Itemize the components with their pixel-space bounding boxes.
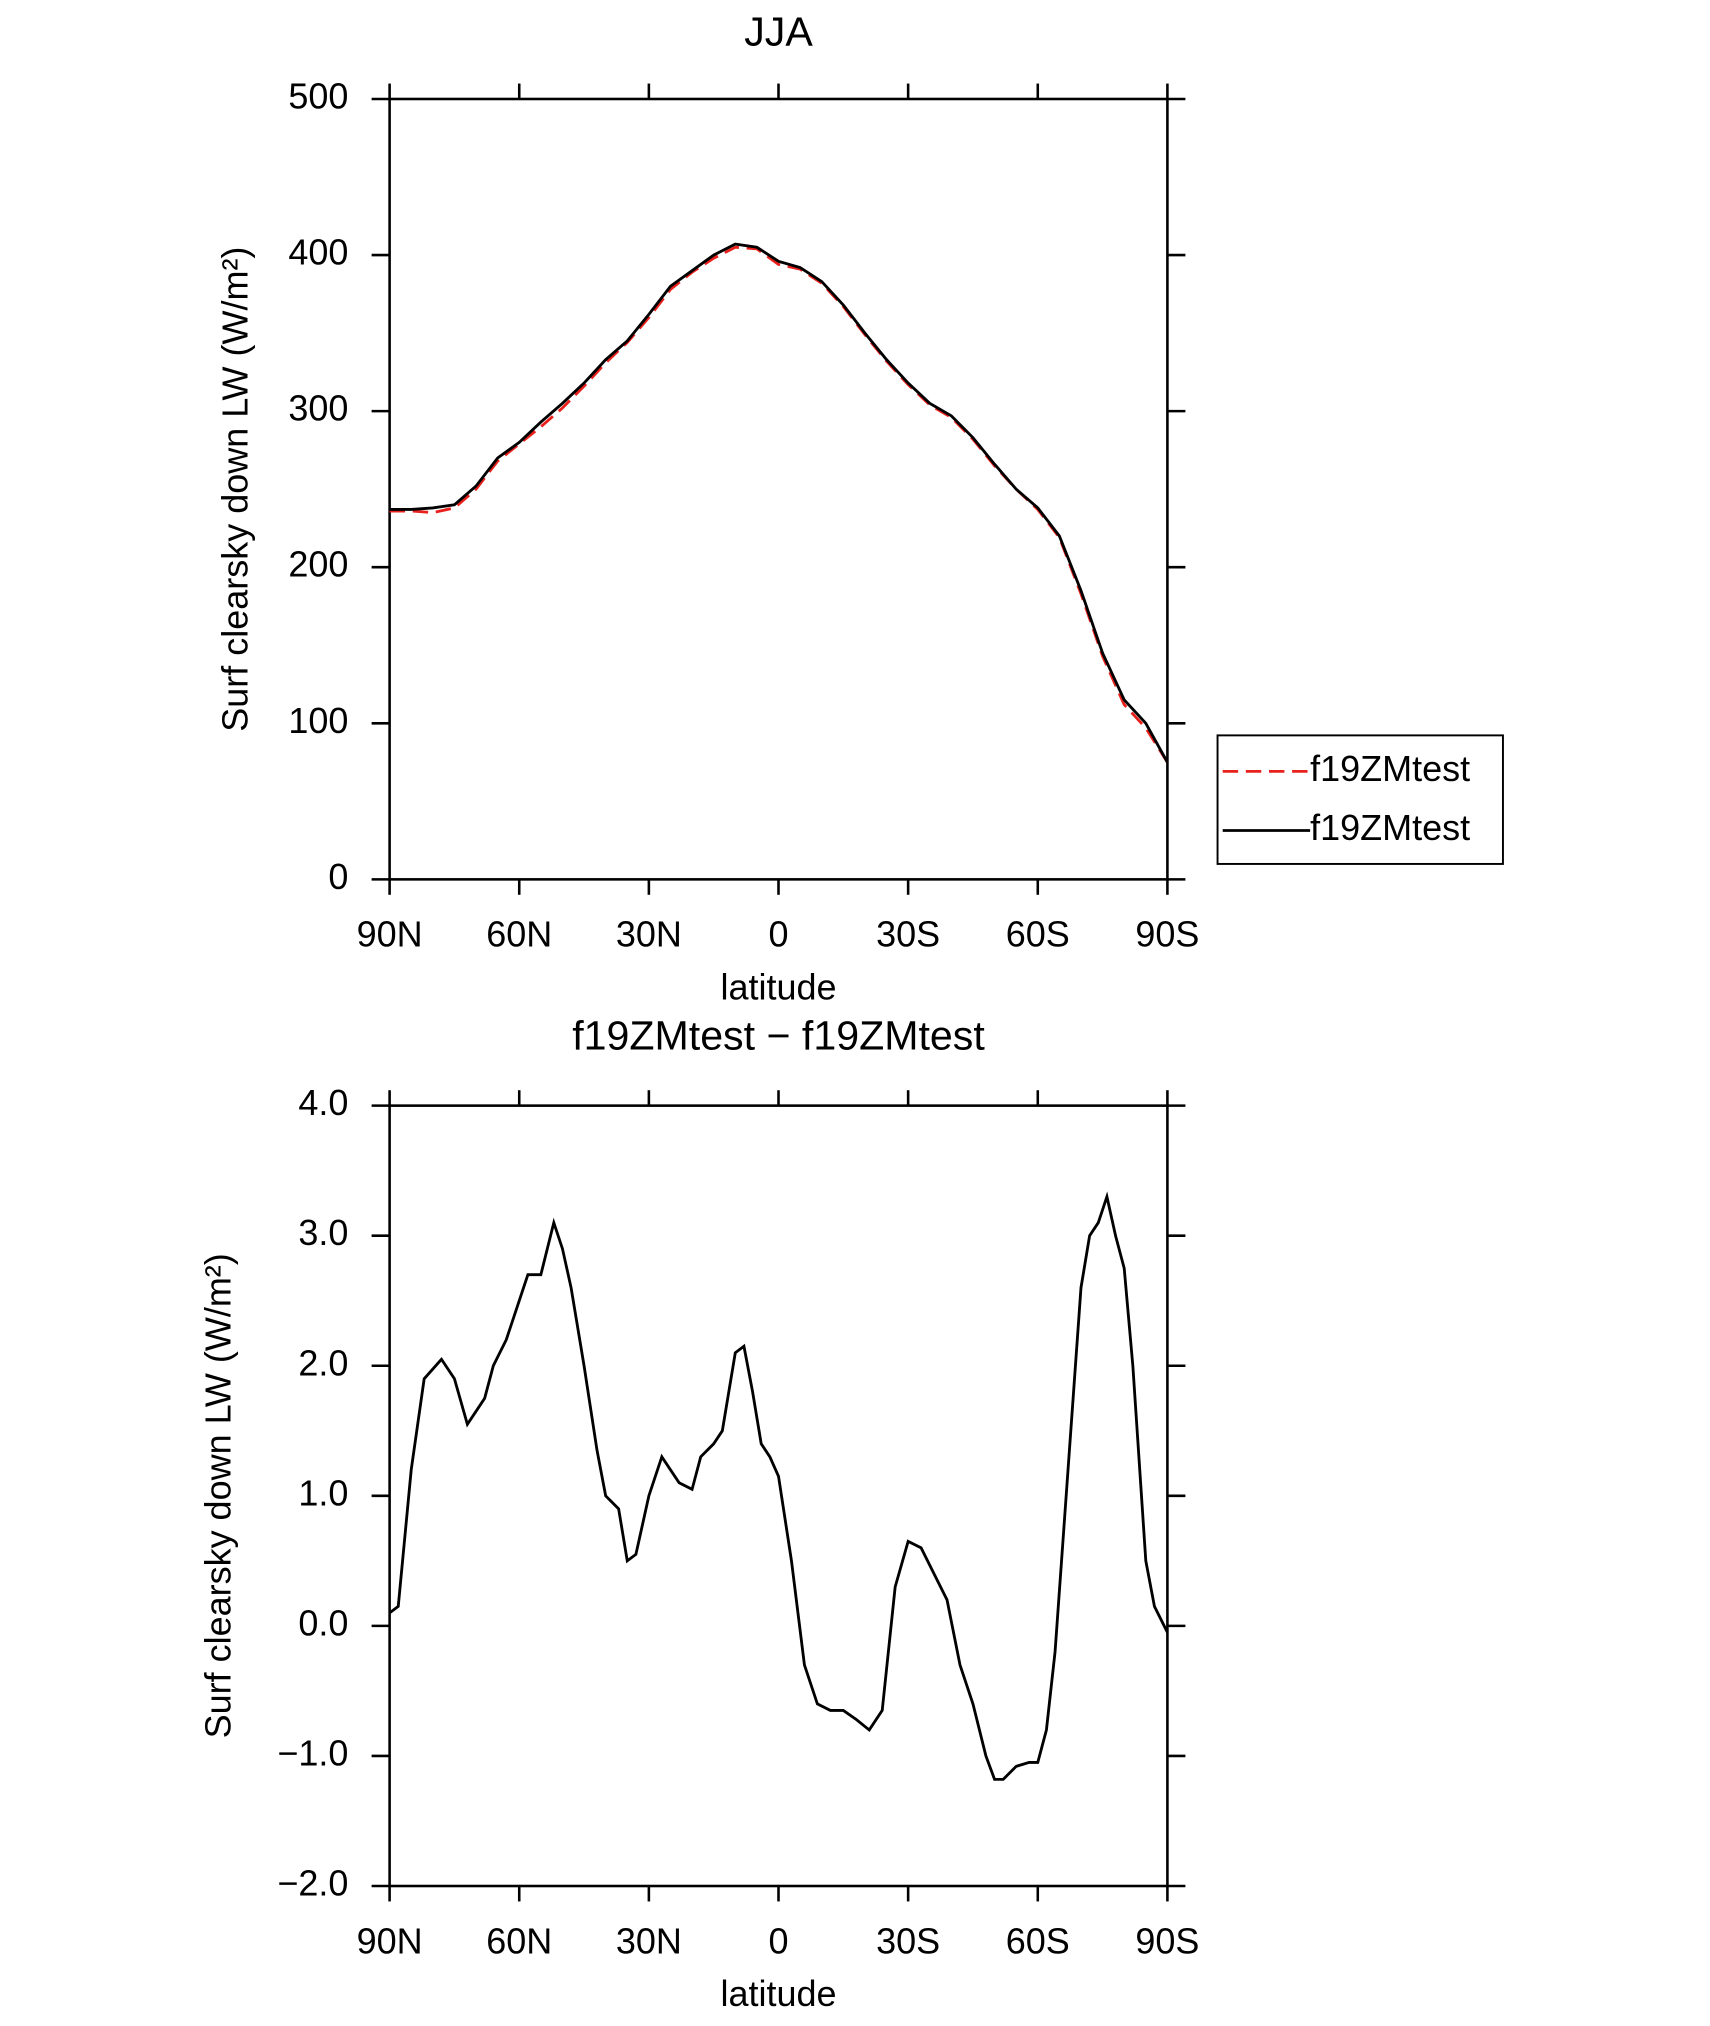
y-tick-label: 200 — [288, 544, 348, 585]
y-tick-label: 2.0 — [298, 1342, 348, 1383]
x-tick-label: 90S — [1135, 1920, 1199, 1961]
legend-label: f19ZMtest — [1310, 748, 1470, 789]
y-axis-label: Surf clearsky down LW (W/m²) — [214, 247, 255, 732]
data-line — [389, 242, 1169, 763]
y-tick-label: 500 — [288, 75, 348, 116]
x-tick-label: 90N — [357, 914, 423, 955]
y-axis-label: Surf clearsky down LW (W/m²) — [198, 1253, 239, 1738]
y-tick-label: −2.0 — [277, 1863, 348, 1904]
y-tick-label: −1.0 — [277, 1732, 348, 1773]
x-tick-label: 30S — [876, 914, 940, 955]
x-axis-label: latitude — [720, 966, 836, 1007]
y-tick-label: 4.0 — [298, 1082, 348, 1123]
y-tick-label: 300 — [288, 388, 348, 429]
x-tick-label: 30N — [616, 1920, 682, 1961]
y-tick-label: 0.0 — [298, 1602, 348, 1643]
plot-frame — [388, 1104, 1169, 1888]
plot-frame — [388, 97, 1169, 881]
x-tick-label: 90S — [1135, 914, 1199, 955]
x-tick-label: 30S — [876, 1920, 940, 1961]
data-line — [389, 245, 1169, 764]
y-tick-label: 1.0 — [298, 1472, 348, 1513]
x-tick-label: 60S — [1006, 1920, 1070, 1961]
y-tick-label: 100 — [288, 700, 348, 741]
x-tick-label: 60N — [486, 1920, 552, 1961]
legend-label: f19ZMtest — [1310, 807, 1470, 848]
x-tick-label: 60N — [486, 914, 552, 955]
x-tick-label: 0 — [768, 1920, 788, 1961]
legend-box — [1216, 734, 1504, 865]
y-tick-label: 0 — [328, 856, 348, 897]
x-tick-label: 90N — [357, 1920, 423, 1961]
chart-title: JJA — [744, 9, 813, 55]
x-axis-label: latitude — [720, 1973, 836, 2014]
x-tick-label: 60S — [1006, 914, 1070, 955]
x-tick-label: 30N — [616, 914, 682, 955]
data-line — [388, 1191, 1169, 1781]
x-tick-label: 0 — [768, 914, 788, 955]
chart-title: f19ZMtest − f19ZMtest — [572, 1013, 985, 1059]
y-tick-label: 3.0 — [298, 1212, 348, 1253]
y-tick-label: 400 — [288, 232, 348, 273]
